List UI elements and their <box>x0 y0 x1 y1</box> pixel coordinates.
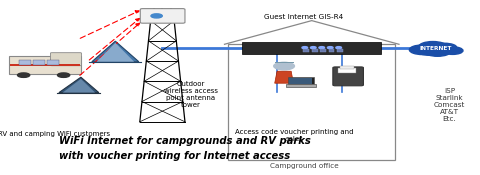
Circle shape <box>336 47 341 49</box>
Bar <box>340 66 354 69</box>
Text: Access code voucher printing and
sales: Access code voucher printing and sales <box>235 129 353 142</box>
Bar <box>228 44 395 160</box>
Bar <box>337 68 356 73</box>
Circle shape <box>274 62 294 70</box>
Bar <box>312 49 318 52</box>
Circle shape <box>311 47 316 49</box>
FancyBboxPatch shape <box>333 67 363 86</box>
Bar <box>337 49 343 52</box>
Circle shape <box>302 47 308 49</box>
Bar <box>47 60 59 65</box>
Polygon shape <box>92 41 139 62</box>
FancyBboxPatch shape <box>50 53 82 66</box>
Bar <box>303 49 309 52</box>
Text: ISP
Starlink
Comcast
AT&T
Etc.: ISP Starlink Comcast AT&T Etc. <box>433 88 465 122</box>
Polygon shape <box>63 79 95 93</box>
Bar <box>19 60 31 65</box>
Polygon shape <box>275 71 293 83</box>
Bar <box>10 64 80 66</box>
Circle shape <box>442 47 463 54</box>
Circle shape <box>17 73 30 77</box>
Circle shape <box>424 47 451 56</box>
Circle shape <box>432 43 457 52</box>
Text: with voucher printing for Internet access: with voucher printing for Internet acces… <box>59 151 290 161</box>
Circle shape <box>319 47 324 49</box>
FancyBboxPatch shape <box>9 56 81 74</box>
Text: Outdoor
wireless access
point antenna
tower: Outdoor wireless access point antenna to… <box>164 81 217 108</box>
Bar <box>33 60 45 65</box>
Polygon shape <box>96 43 134 62</box>
Text: Guest Internet GIS-R4: Guest Internet GIS-R4 <box>264 14 343 20</box>
Bar <box>320 49 326 52</box>
Text: INTERNET: INTERNET <box>419 46 451 51</box>
Text: RV and camping WiFi customers: RV and camping WiFi customers <box>0 131 110 137</box>
Circle shape <box>58 73 70 77</box>
Bar <box>275 62 293 64</box>
Text: WiFi Internet for campgrounds and RV parks: WiFi Internet for campgrounds and RV par… <box>59 136 311 146</box>
Circle shape <box>151 14 162 18</box>
Circle shape <box>409 45 436 55</box>
Bar <box>288 77 314 84</box>
Bar <box>286 84 316 87</box>
Text: Campground office: Campground office <box>270 163 339 169</box>
Bar <box>329 49 335 52</box>
Bar <box>242 42 381 54</box>
Circle shape <box>327 47 333 49</box>
Circle shape <box>419 41 447 52</box>
FancyBboxPatch shape <box>140 9 185 23</box>
Polygon shape <box>59 77 99 93</box>
Bar <box>289 78 312 83</box>
Circle shape <box>418 47 440 55</box>
